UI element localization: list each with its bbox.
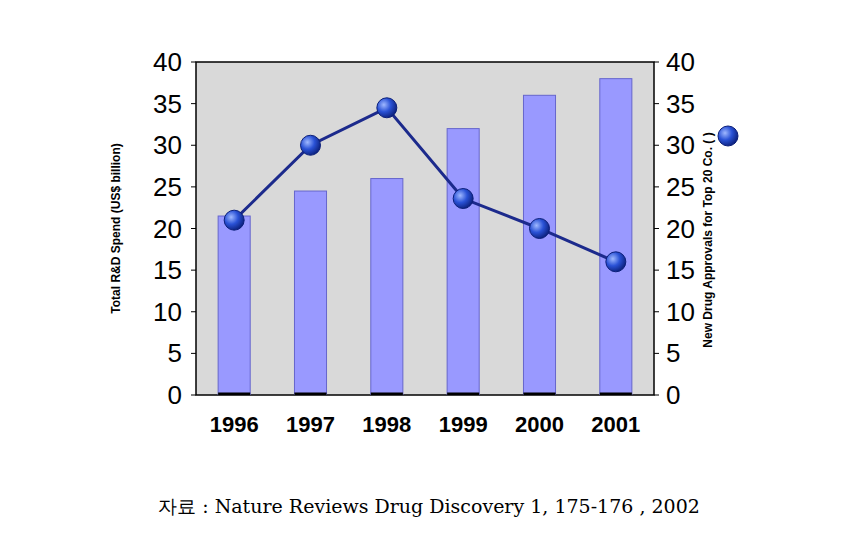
y2-tick-label: 25 xyxy=(666,172,695,202)
source-caption: 자료 : Nature Reviews Drug Discovery 1, 17… xyxy=(158,495,700,517)
y-tick-label: 30 xyxy=(153,130,182,160)
x-tick-label: 1996 xyxy=(210,412,259,437)
marker xyxy=(453,189,473,209)
y-tick xyxy=(191,103,196,104)
y-tick-label: 10 xyxy=(153,297,182,327)
y-axis-label: Total R&D Spend (US$ billion) xyxy=(109,143,123,313)
bar-base xyxy=(523,393,555,396)
chart: 0 5 10 15 20 25 30 35 40 0 5 10 15 20 25 30 35 40 1996 1997… xyxy=(0,0,858,541)
y-tick-label: 25 xyxy=(153,172,182,202)
y-tick xyxy=(191,395,196,396)
y-tick-label: 15 xyxy=(153,255,182,285)
y-tick xyxy=(191,353,196,354)
y2-axis-label: New Drug Approvals for Top 20 Co. ( ) xyxy=(701,132,715,347)
y2-tick xyxy=(654,103,659,104)
y-tick-label: 0 xyxy=(168,380,182,410)
plot-area xyxy=(196,62,654,395)
y-tick xyxy=(191,270,196,271)
bar-base xyxy=(294,393,326,396)
y-tick xyxy=(191,311,196,312)
x-tick-label: 1999 xyxy=(439,412,488,437)
plot-marks xyxy=(218,79,632,395)
y-tick xyxy=(191,145,196,146)
y2-tick xyxy=(654,145,659,146)
y2-tick-label: 20 xyxy=(666,214,695,244)
y2-tick-label: 10 xyxy=(666,297,695,327)
y-tick-label: 40 xyxy=(153,47,182,77)
y-tick-label: 35 xyxy=(153,89,182,119)
bar xyxy=(294,191,326,395)
bar-base xyxy=(218,393,250,396)
y2-tick xyxy=(654,228,659,229)
y-tick xyxy=(191,186,196,187)
bar xyxy=(371,179,403,395)
y2-tick-label: 15 xyxy=(666,255,695,285)
y-tick-label: 20 xyxy=(153,214,182,244)
bar-base xyxy=(371,393,403,396)
bar xyxy=(218,216,250,395)
y2-tick-label: 40 xyxy=(666,47,695,77)
y-tick-label: 5 xyxy=(168,338,182,368)
legend-marker xyxy=(718,126,738,146)
marker xyxy=(224,210,244,230)
y-tick xyxy=(191,62,196,63)
line xyxy=(234,108,616,262)
y2-tick xyxy=(654,353,659,354)
bar xyxy=(600,79,632,395)
y2-tick-label: 5 xyxy=(666,338,680,368)
bar xyxy=(447,129,479,395)
x-tick-label: 2001 xyxy=(591,412,640,437)
marker xyxy=(530,219,550,239)
x-tick-label: 1998 xyxy=(362,412,411,437)
y2-tick xyxy=(654,62,659,63)
y2-tick-label: 0 xyxy=(666,380,680,410)
y2-tick-label: 30 xyxy=(666,130,695,160)
y2-tick xyxy=(654,186,659,187)
y2-tick xyxy=(654,395,659,396)
bar xyxy=(523,95,555,395)
y2-tick xyxy=(654,311,659,312)
y2-tick-label: 35 xyxy=(666,89,695,119)
y-tick xyxy=(191,228,196,229)
y2-tick xyxy=(654,270,659,271)
x-tick-label: 1997 xyxy=(286,412,335,437)
marker xyxy=(301,135,321,155)
bar-base xyxy=(447,393,479,396)
marker xyxy=(377,98,397,118)
marker xyxy=(606,252,626,272)
x-tick-label: 2000 xyxy=(515,412,564,437)
bar-base xyxy=(600,393,632,396)
